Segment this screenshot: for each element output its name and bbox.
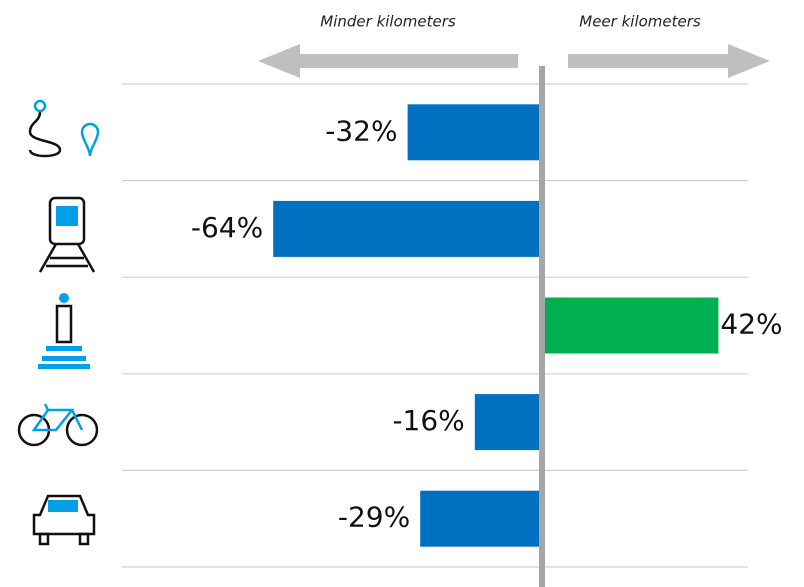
value-label: -32% [325, 114, 397, 147]
train-icon [38, 196, 96, 273]
pedestrian-icon [38, 293, 90, 369]
bar [474, 394, 542, 451]
route-icon [28, 99, 100, 158]
bar [407, 104, 542, 161]
car-icon [32, 494, 96, 546]
left-arrow [258, 44, 518, 78]
bar [273, 200, 542, 257]
bike-icon [17, 403, 99, 447]
annotation: Meer kilometers [579, 13, 701, 31]
value-label: -29% [338, 501, 410, 534]
value-label: -64% [191, 211, 263, 244]
arrows [258, 44, 770, 78]
bar [542, 297, 719, 354]
right-arrow [568, 44, 770, 78]
annotation: Minder kilometers [320, 13, 456, 31]
value-label: 42% [720, 308, 782, 341]
bar [420, 490, 542, 547]
value-label: -16% [392, 404, 464, 437]
icons [17, 99, 100, 546]
rows [122, 83, 748, 568]
